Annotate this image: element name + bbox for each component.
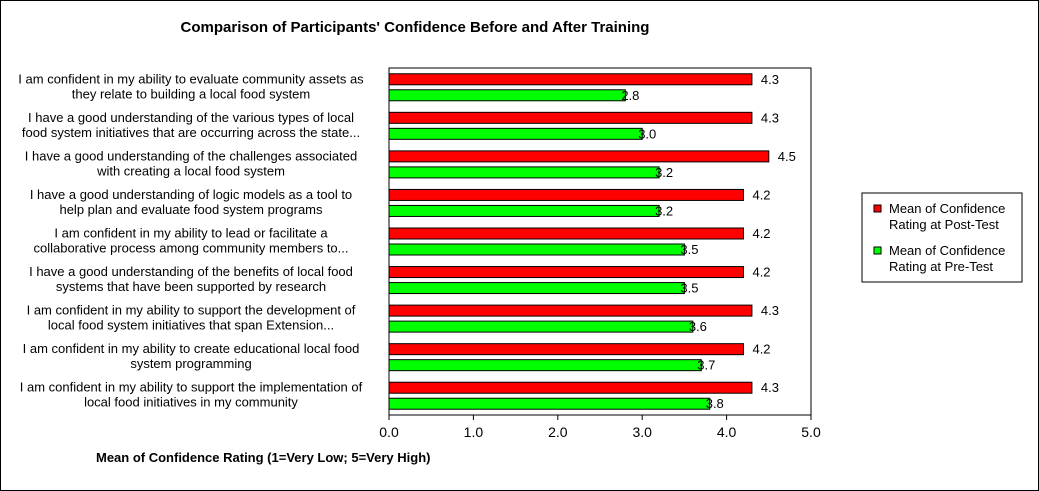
pre-test-value-label: 3.7 — [697, 358, 715, 373]
pre-test-bar — [388, 89, 626, 102]
pre-test-bar — [388, 320, 694, 333]
pre-test-bar — [388, 282, 685, 295]
x-tick-label: 3.0 — [632, 424, 652, 440]
post-test-bar — [388, 150, 770, 163]
pre-test-value-label: 3.5 — [680, 281, 698, 296]
pre-test-value-label: 2.8 — [621, 88, 639, 103]
legend-swatch-post-test — [873, 204, 882, 213]
category-label-line: I have a good understanding of the vario… — [28, 110, 354, 125]
x-tick-label: 1.0 — [464, 424, 484, 440]
post-test-value-label: 4.5 — [778, 149, 796, 164]
post-test-bar — [388, 304, 753, 317]
x-axis-label: Mean of Confidence Rating (1=Very Low; 5… — [96, 450, 430, 465]
category-label: I am confident in my ability to evaluate… — [18, 71, 364, 101]
x-tick-label: 2.0 — [548, 424, 568, 440]
pre-test-bar — [388, 166, 660, 179]
category-label-line: food system initiatives that are occurri… — [22, 125, 360, 140]
chart-title: Comparison of Participants' Confidence B… — [181, 19, 650, 36]
x-tick-label: 5.0 — [801, 424, 821, 440]
pre-test-bar — [388, 204, 660, 217]
post-test-bar — [388, 343, 744, 356]
pre-test-bar — [388, 359, 702, 372]
legend-box — [861, 192, 1023, 283]
post-test-bar — [388, 188, 744, 201]
pre-test-value-label: 3.8 — [706, 396, 724, 411]
post-test-value-label: 4.3 — [761, 72, 779, 87]
pre-test-value-label: 3.2 — [655, 165, 673, 180]
legend-label-line: Mean of Confidence — [889, 201, 1005, 216]
plot-area — [388, 67, 812, 416]
pre-test-value-label: 3.6 — [689, 319, 707, 334]
pre-test-bar — [388, 397, 711, 410]
pre-test-bar — [388, 127, 643, 140]
category-label: I am confident in my ability to create e… — [23, 341, 360, 371]
value-labels-group: 4.3 2.8 4.3 3.0 4.5 3.2 4.2 3.2 4.2 3.5 4.2 3.5 4.3 3… — [621, 72, 796, 411]
x-axis: 0.0 1.0 2.0 3.0 4.0 5.0 — [379, 415, 821, 440]
post-test-bar — [388, 381, 753, 394]
pre-test-value-label: 3.0 — [638, 126, 656, 141]
category-label-line: they relate to building a local food sys… — [72, 86, 310, 101]
x-tick-label: 4.0 — [717, 424, 737, 440]
legend-label-post-test: Mean of Confidence Rating at Post-Test — [889, 201, 1005, 232]
legend-label-line: Mean of Confidence — [889, 243, 1005, 258]
post-test-value-label: 4.2 — [752, 226, 770, 241]
post-test-value-label: 4.3 — [761, 380, 779, 395]
category-label-line: I have a good understanding of logic mod… — [30, 187, 352, 202]
category-label-line: I have a good understanding of the chall… — [25, 148, 357, 163]
pre-test-value-label: 3.5 — [680, 242, 698, 257]
category-label-line: I have a good understanding of the benef… — [29, 264, 353, 279]
post-test-value-label: 4.3 — [761, 110, 779, 125]
category-label: I have a good understanding of the chall… — [25, 148, 357, 178]
category-label: I am confident in my ability to support … — [20, 380, 363, 410]
post-test-bar — [388, 227, 744, 240]
post-test-value-label: 4.2 — [752, 342, 770, 357]
legend-swatch-pre-test — [873, 246, 882, 255]
category-label-line: I am confident in my ability to support … — [20, 380, 363, 395]
category-label-line: I am confident in my ability to lead or … — [54, 226, 328, 241]
category-label: I am confident in my ability to support … — [27, 303, 356, 333]
post-test-bar — [388, 266, 744, 279]
x-tick-label: 0.0 — [379, 424, 399, 440]
post-test-value-label: 4.2 — [752, 265, 770, 280]
category-label-line: with creating a local food system — [96, 163, 285, 178]
category-label-line: collaborative process among community me… — [33, 241, 348, 256]
bars-group — [388, 73, 770, 410]
pre-test-value-label: 3.2 — [655, 203, 673, 218]
post-test-value-label: 4.3 — [761, 303, 779, 318]
category-label-line: I am confident in my ability to create e… — [23, 341, 360, 356]
category-label-line: I am confident in my ability to support … — [27, 303, 356, 318]
category-label: I have a good understanding of the vario… — [22, 110, 360, 140]
category-label-line: systems that have been supported by rese… — [56, 279, 326, 294]
category-label-line: help plan and evaluate food system progr… — [59, 202, 323, 217]
category-label: I am confident in my ability to lead or … — [33, 226, 348, 256]
category-label-line: I am confident in my ability to evaluate… — [18, 71, 364, 86]
category-label-line: local food system initiatives that span … — [48, 318, 334, 333]
legend-label-line: Rating at Post-Test — [889, 217, 999, 232]
post-test-value-label: 4.2 — [752, 187, 770, 202]
category-label-line: system programming — [130, 356, 251, 371]
pre-test-bar — [388, 243, 685, 256]
post-test-bar — [388, 73, 753, 86]
legend-label-pre-test: Mean of Confidence Rating at Pre-Test — [889, 243, 1005, 274]
legend-label-line: Rating at Pre-Test — [889, 259, 993, 274]
category-labels-group: I am confident in my ability to evaluate… — [18, 71, 364, 409]
category-label-line: local food initiatives in my community — [84, 395, 298, 410]
category-label: I have a good understanding of logic mod… — [30, 187, 352, 217]
legend: Mean of Confidence Rating at Post-TestMea… — [861, 192, 1023, 283]
category-label: I have a good understanding of the benef… — [29, 264, 353, 294]
post-test-bar — [388, 111, 753, 124]
